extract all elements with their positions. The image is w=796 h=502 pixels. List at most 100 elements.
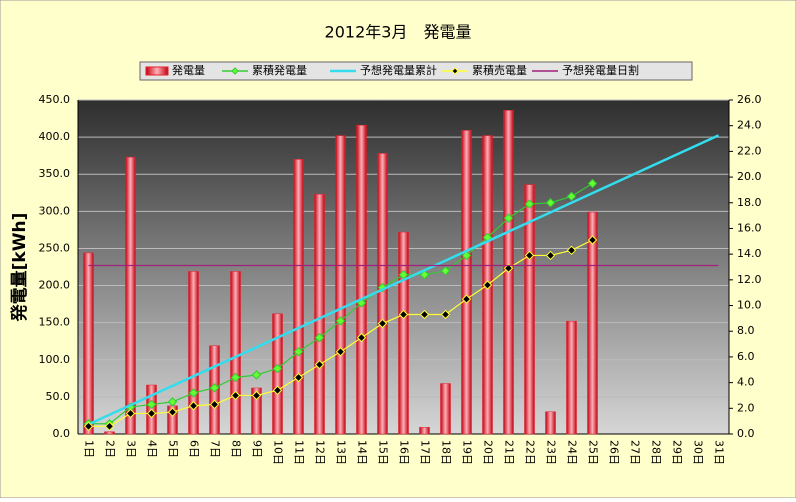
x-tick-label: 1日 (83, 440, 96, 458)
point (440, 309, 451, 320)
point (545, 198, 556, 208)
point (461, 294, 472, 304)
bar (587, 211, 598, 435)
bar (524, 184, 535, 435)
line (87, 134, 720, 426)
y2-tick-label: 8.0 (737, 324, 755, 337)
bar (356, 124, 367, 435)
point (272, 363, 283, 374)
bar (83, 252, 94, 435)
y-tick-label: 200.0 (39, 279, 71, 292)
y2-tick-label: 6.0 (737, 350, 755, 363)
y2-tick-label: 26.0 (737, 93, 762, 106)
point (251, 390, 262, 401)
x-tick-label: 10日 (272, 440, 285, 465)
point (293, 347, 304, 357)
point (167, 407, 178, 417)
point (377, 282, 388, 293)
x-tick-label: 25日 (587, 440, 600, 465)
point (251, 370, 262, 380)
point (272, 385, 283, 396)
bar (335, 135, 346, 435)
x-tick-label: 19日 (461, 440, 474, 465)
point (230, 390, 241, 401)
point (356, 332, 367, 343)
x-tick-label: 26日 (608, 440, 621, 465)
point (440, 266, 451, 276)
x-tick-label: 13日 (335, 440, 348, 465)
legend-label: 予想発電量日割 (562, 63, 639, 77)
bar (314, 194, 325, 435)
x-tick-label: 18日 (440, 440, 453, 465)
bar (461, 130, 472, 435)
point (314, 359, 325, 370)
bar (125, 156, 136, 435)
point (566, 191, 577, 202)
x-tick-label: 16日 (398, 440, 411, 465)
point (293, 372, 304, 383)
y2-tick-label: 12.0 (737, 273, 762, 286)
x-tick-label: 9日 (251, 440, 264, 458)
point (335, 347, 346, 357)
point (314, 332, 325, 343)
point (503, 213, 514, 223)
point (587, 178, 598, 189)
y-tick-label: 300.0 (39, 204, 71, 217)
y-tick-label: 450.0 (39, 93, 71, 106)
legend-label: 累積発電量 (252, 63, 307, 77)
legend-swatch (451, 67, 459, 75)
y-tick-label: 350.0 (39, 167, 71, 180)
point (104, 421, 115, 431)
chart-title: 2012年3月 発電量 (325, 23, 472, 42)
point (587, 235, 598, 245)
x-tick-label: 31日 (713, 440, 726, 465)
legend-label: 累積売電量 (472, 63, 527, 77)
point (188, 388, 199, 398)
x-tick-label: 23日 (545, 440, 558, 465)
y2-tick-label: 4.0 (737, 376, 755, 389)
bar (419, 427, 430, 435)
x-tick-label: 22日 (524, 440, 537, 465)
point (524, 250, 535, 261)
point (503, 263, 514, 273)
legend-label: 予想発電量累計 (360, 63, 437, 77)
point (125, 408, 136, 419)
x-tick-label: 14日 (356, 440, 369, 465)
point (482, 280, 493, 290)
bar (272, 313, 283, 435)
x-tick-label: 6日 (188, 440, 201, 458)
y2-tick-label: 18.0 (737, 196, 762, 209)
y-tick-label: 250.0 (39, 241, 71, 254)
x-tick-label: 28日 (650, 440, 663, 465)
point (146, 408, 157, 419)
point (146, 399, 157, 410)
bar (251, 387, 262, 435)
x-tick-label: 5日 (167, 440, 180, 458)
x-tick-label: 7日 (209, 440, 222, 458)
x-tick-label: 27日 (629, 440, 642, 465)
bar (398, 231, 409, 435)
x-tick-label: 30日 (692, 440, 705, 465)
x-tick-label: 4日 (146, 440, 159, 458)
y2-tick-label: 10.0 (737, 299, 762, 312)
point (209, 383, 220, 393)
y2-tick-label: 0.0 (737, 427, 755, 440)
y2-tick-label: 14.0 (737, 247, 762, 260)
point (566, 245, 577, 256)
y-tick-label: 400.0 (39, 130, 71, 143)
point (419, 270, 430, 280)
x-tick-label: 2日 (104, 440, 117, 458)
bar (230, 271, 241, 435)
point (209, 399, 220, 410)
bar (293, 159, 304, 435)
point (335, 316, 346, 326)
point (461, 250, 472, 261)
x-tick-label: 3日 (125, 440, 138, 458)
y2-tick-label: 22.0 (737, 144, 762, 157)
x-tick-label: 24日 (566, 440, 579, 465)
x-tick-label: 21日 (503, 440, 516, 465)
bar (377, 153, 388, 435)
point (524, 199, 535, 209)
legend-swatch (231, 67, 239, 75)
x-tick-label: 17日 (419, 440, 432, 465)
